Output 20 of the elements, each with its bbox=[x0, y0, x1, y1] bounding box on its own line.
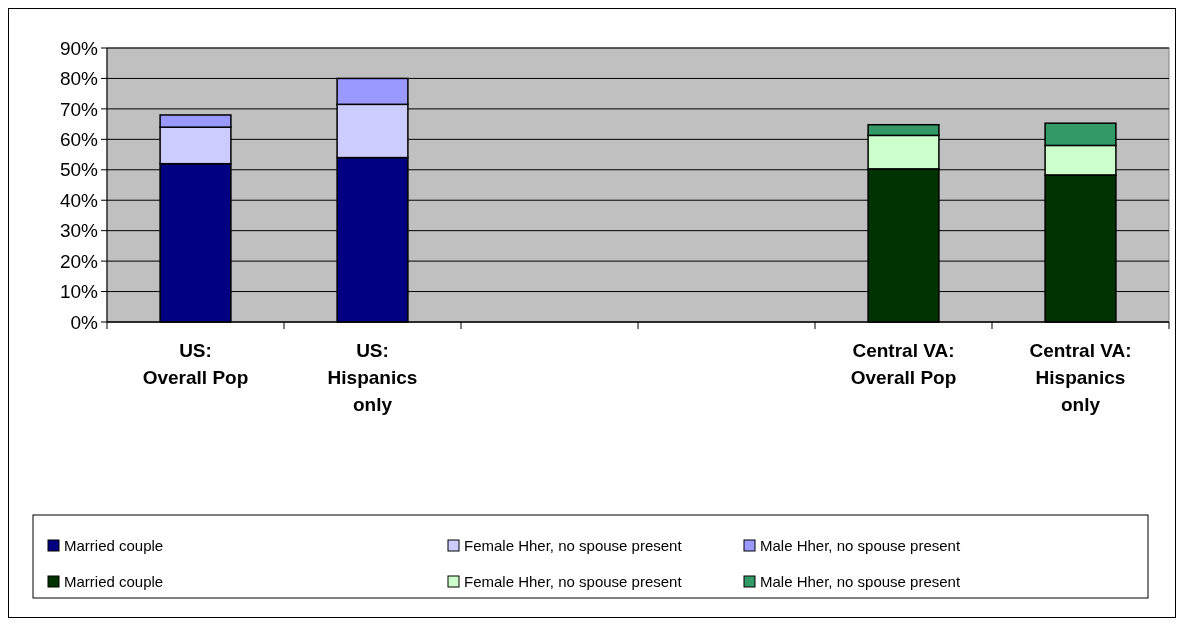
y-tick-label: 40% bbox=[59, 189, 99, 211]
x-tick-label: Central VA: Overall Pop bbox=[850, 340, 957, 388]
legend-label: Male Hher, no spouse present bbox=[760, 537, 961, 555]
y-tick-label: 50% bbox=[59, 159, 99, 181]
y-tick-label: 30% bbox=[59, 220, 99, 242]
legend-label: Female Hher, no spouse present bbox=[464, 573, 683, 591]
y-tick-label: 70% bbox=[59, 98, 99, 120]
y-tick-label: 60% bbox=[59, 128, 99, 150]
x-tick-label: Central VA: Hispanics only bbox=[1029, 340, 1132, 415]
legend-label: Married couple bbox=[64, 537, 164, 555]
y-tick-label: 90% bbox=[59, 37, 99, 59]
legend-label: Married couple bbox=[64, 573, 164, 591]
y-tick-label: 20% bbox=[59, 250, 99, 272]
x-tick-label: US: Hispanics only bbox=[327, 340, 418, 415]
legend-label: Female Hher, no spouse present bbox=[464, 537, 683, 555]
y-tick-label: 10% bbox=[59, 281, 99, 303]
x-tick-label: US: Overall Pop bbox=[142, 340, 249, 388]
y-tick-label: 80% bbox=[59, 68, 99, 90]
legend-label: Male Hher, no spouse present bbox=[760, 573, 961, 591]
y-tick-label: 0% bbox=[70, 311, 99, 333]
